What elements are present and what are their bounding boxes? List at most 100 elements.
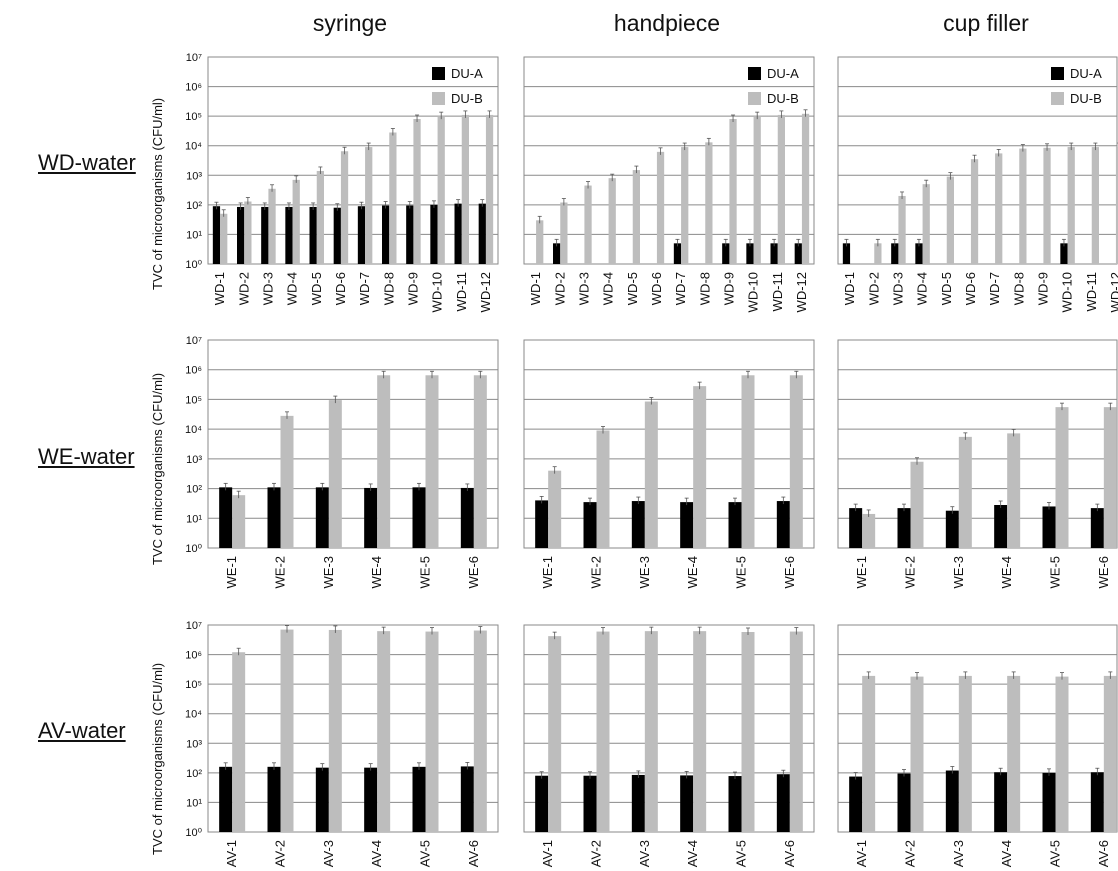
plot-frame [523, 624, 815, 833]
bar-du-a-we-6 [1090, 508, 1104, 548]
legend-label-du-a: DU-A [451, 66, 483, 81]
bar-du-a-av-5 [412, 766, 426, 832]
bar-du-b-wd-9 [413, 119, 421, 264]
x-tick-label: AV-2 [903, 840, 918, 867]
x-tick-label: WD-2 [866, 272, 881, 305]
x-tick-label: AV-2 [589, 840, 604, 867]
x-tick-label: WE-2 [273, 556, 288, 589]
legend-swatch-du-a [432, 67, 445, 80]
bar-du-a-we-3 [631, 501, 645, 548]
bar-du-b-we-3 [644, 401, 658, 548]
legend-swatch-du-b [748, 92, 761, 105]
row-label-we-water: WE-water [38, 444, 135, 469]
bar-du-a-wd-4 [915, 243, 923, 264]
x-tick-label: WD-11 [1084, 272, 1099, 311]
bar-du-b-wd-5 [632, 170, 640, 264]
bar-du-a-we-1 [535, 500, 549, 548]
bar-du-a-wd-11 [454, 203, 462, 264]
y-tick-label: 10¹ [186, 229, 202, 241]
row-label-av-water: AV-water [38, 718, 126, 743]
x-tick-label: AV-1 [224, 840, 239, 867]
bar-du-b-we-6 [789, 375, 803, 548]
bar-du-a-av-4 [994, 772, 1008, 832]
bar-du-b-wd-6 [656, 151, 665, 264]
y-tick-label: 10⁰ [185, 259, 202, 271]
x-tick-label: AV-4 [685, 840, 700, 867]
bar-du-a-wd-1 [212, 206, 221, 264]
y-tick-label: 10⁶ [185, 365, 202, 377]
bar-du-b-wd-11 [777, 114, 785, 264]
y-tick-label: 10⁷ [186, 335, 202, 347]
x-tick-label: WE-5 [734, 556, 749, 589]
x-tick-label: WD-6 [649, 272, 664, 305]
bar-du-a-av-3 [945, 770, 959, 832]
x-tick-label: WD-11 [454, 272, 469, 311]
bar-du-a-av-2 [583, 775, 597, 832]
panel-we-cup-filler: WE-1 WE-2 WE-3 WE-4 WE-5 WE-6 [837, 339, 1118, 589]
bar-du-b-wd-8 [389, 132, 397, 264]
y-tick-label: 10⁵ [185, 679, 202, 691]
bar-du-a-av-6 [776, 774, 790, 832]
y-tick-label: 10² [186, 768, 202, 780]
bar-du-b-av-2 [910, 676, 924, 832]
bar-du-b-wd-3 [268, 188, 276, 264]
bar-du-b-we-3 [328, 400, 342, 548]
x-tick-label: WE-4 [685, 556, 700, 589]
bar-du-b-av-2 [280, 629, 294, 832]
panel-av-cup-filler: AV-1 AV-2 AV-3 AV-4 AV-5 AV-6 [837, 624, 1118, 867]
x-tick-label: AV-5 [1048, 840, 1063, 867]
y-tick-label: 10⁰ [185, 827, 202, 839]
bar-du-a-av-2 [267, 766, 281, 832]
y-tick-label: 10² [186, 200, 202, 212]
panel-we-handpiece: WE-1 WE-2 WE-3 WE-4 WE-5 WE-6 [523, 339, 815, 589]
bar-du-b-wd-5 [316, 170, 324, 264]
plot-frame [207, 624, 499, 833]
bar-du-a-av-4 [364, 767, 378, 832]
bar-du-b-wd-3 [584, 185, 592, 264]
x-tick-label: WD-2 [236, 272, 251, 305]
bar-du-b-wd-11 [461, 114, 469, 264]
bar-du-b-we-3 [958, 436, 972, 548]
bar-du-b-we-5 [425, 375, 439, 548]
bar-du-a-av-2 [897, 773, 911, 832]
bar-du-b-av-1 [548, 636, 562, 832]
x-tick-label: WD-1 [212, 272, 227, 305]
bar-du-a-we-2 [267, 487, 281, 548]
bar-du-a-wd-7 [673, 243, 682, 264]
bar-du-a-wd-10 [430, 204, 438, 264]
bar-du-b-wd-4 [922, 184, 930, 264]
bar-du-a-wd-9 [722, 243, 730, 264]
x-tick-label: AV-4 [369, 840, 384, 867]
bar-du-b-we-1 [862, 513, 876, 548]
y-tick-label: 10³ [186, 170, 202, 182]
y-tick-label: 10⁶ [185, 650, 202, 662]
bar-du-a-we-2 [897, 508, 911, 548]
bar-du-b-av-5 [425, 631, 439, 832]
bar-du-a-wd-4 [285, 206, 293, 264]
bar-du-b-av-1 [862, 675, 876, 832]
legend-swatch-du-b [432, 92, 445, 105]
y-tick-label: 10³ [186, 738, 202, 750]
bar-du-a-av-1 [849, 776, 863, 832]
bar-du-b-wd-11 [1091, 147, 1099, 264]
bar-du-a-we-1 [219, 487, 233, 548]
plot-frame [523, 56, 815, 265]
plot-frame [207, 56, 499, 265]
bar-du-b-wd-10 [437, 116, 445, 265]
x-tick-label: WD-9 [1035, 272, 1050, 305]
y-tick-label: 10⁵ [185, 111, 202, 123]
x-tick-label: WD-5 [939, 272, 954, 305]
y-tick-label: 10¹ [186, 797, 202, 809]
y-tick-label: 10² [186, 484, 202, 496]
bar-du-a-we-6 [776, 501, 790, 548]
panel-wd-handpiece: WD-1 WD-2 WD-3 WD-4 WD-5 WD-6 WD-7 WD-8 WD-9 WD-1… [523, 56, 815, 312]
bar-du-a-we-4 [364, 487, 378, 548]
bar-du-b-wd-9 [729, 119, 737, 264]
panel-av-syringe: 10⁰ 10¹ 10² 10³ 10⁴ 10⁵ 10⁶ 10⁷ AV-1 AV-2 AV-3 AV-4… [185, 620, 499, 867]
bar-du-b-we-1 [232, 495, 246, 548]
bar-du-b-wd-12 [1115, 147, 1118, 264]
bar-du-b-wd-10 [1067, 147, 1075, 264]
bar-du-b-wd-4 [608, 178, 616, 264]
bar-du-b-av-1 [232, 652, 246, 832]
x-tick-label: WE-5 [418, 556, 433, 589]
